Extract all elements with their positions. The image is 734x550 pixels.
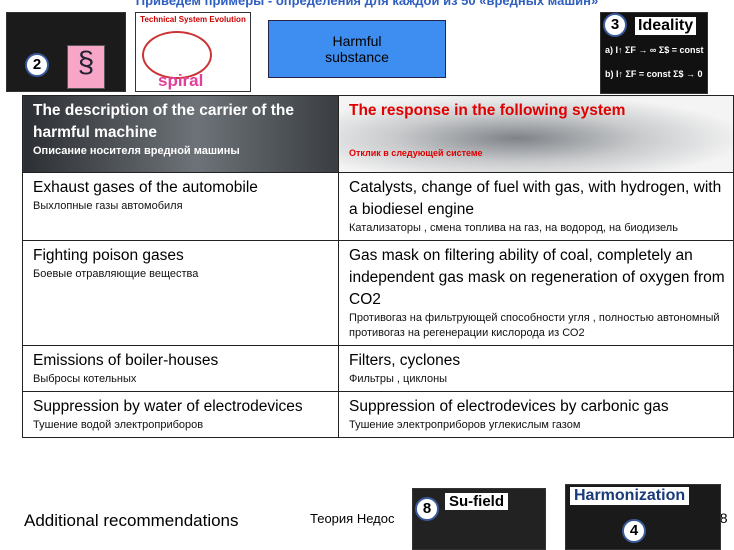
badge: 8 (415, 497, 439, 521)
badge: 4 (622, 519, 646, 543)
ideality-label: Ideality (635, 17, 696, 35)
spiral-label: spiral (158, 71, 203, 91)
cell-ru: Боевые отравляющие вещества (33, 267, 330, 282)
cell-en: Filters, cyclones (349, 350, 725, 372)
cell-en: The description of the carrier of the ha… (33, 100, 330, 144)
recommendations: Additional recommendations (24, 511, 239, 531)
harmonization-label: Harmonization (570, 487, 689, 505)
badge: 2 (25, 53, 49, 77)
cell-ru: Тушение электроприборов углекислым газом (349, 418, 725, 433)
cell-ru: Описание носителя вредной машины (33, 144, 330, 159)
box-label: Harmful substance (309, 33, 405, 65)
table: The description of the carrier of the ha… (22, 95, 734, 438)
sufield-label: Su-field (445, 493, 508, 510)
thumbnail: § 2 (6, 12, 126, 92)
cell-en: Fighting poison gases (33, 245, 330, 267)
harmful-substance-box: Harmful substance (268, 20, 446, 78)
cell-en: The response in the following system (349, 100, 725, 122)
cell-ru: Выбросы котельных (33, 372, 330, 387)
header-row: The description of the carrier of the ha… (23, 96, 734, 173)
cell-en: Catalysts, change of fuel with gas, with… (349, 177, 725, 221)
cell-en: Emissions of boiler-houses (33, 350, 330, 372)
table-cell: Suppression of electrodevices by carboni… (339, 392, 734, 438)
formula: a) I↑ ΣF → ∞ Σ$ = const (605, 45, 704, 55)
icon: § (67, 45, 105, 89)
cell-ru: Отклик в следующей системе (349, 146, 725, 161)
footer-text: Теория Недос (310, 511, 394, 526)
cell-en: Exhaust gases of the automobile (33, 177, 330, 199)
thumbnail: 8 Su-field (412, 488, 546, 550)
cell-ru: Тушение водой электроприборов (33, 418, 330, 433)
table-cell: Catalysts, change of fuel with gas, with… (339, 173, 734, 241)
formula: b) I↑ ΣF = const Σ$ → 0 (605, 69, 703, 79)
table-cell: Gas mask on filtering ability of coal, c… (339, 241, 734, 346)
header-cell: The response in the following system Откл… (339, 96, 734, 173)
slide: {"header":{"title":"Приведем примеры - о… (0, 0, 734, 548)
cell-ru: Выхлопные газы автомобиля (33, 199, 330, 214)
thumbnail: Technical System Evolution spiral (135, 12, 251, 92)
header-cell: The description of the carrier of the ha… (23, 96, 339, 173)
cell-ru: Противогаз на фильтрующей способности уг… (349, 311, 725, 341)
thumbnail-title: Technical System Evolution (140, 15, 246, 24)
cell-en: Suppression of electrodevices by carboni… (349, 396, 725, 418)
cell-ru: Катализаторы , смена топлива на газ, на … (349, 221, 725, 236)
cell-en: Suppression by water of electrodevices (33, 396, 330, 418)
slide-title: Приведем примеры - определения для каждо… (0, 0, 734, 8)
thumbnail: Harmonization 4 (565, 484, 721, 550)
thumbnail: 3 Ideality a) I↑ ΣF → ∞ Σ$ = const b) I↑… (600, 12, 708, 94)
badge: 3 (603, 13, 627, 37)
cell-en: Gas mask on filtering ability of coal, c… (349, 245, 725, 311)
cell-ru: Фильтры , циклоны (349, 372, 725, 387)
